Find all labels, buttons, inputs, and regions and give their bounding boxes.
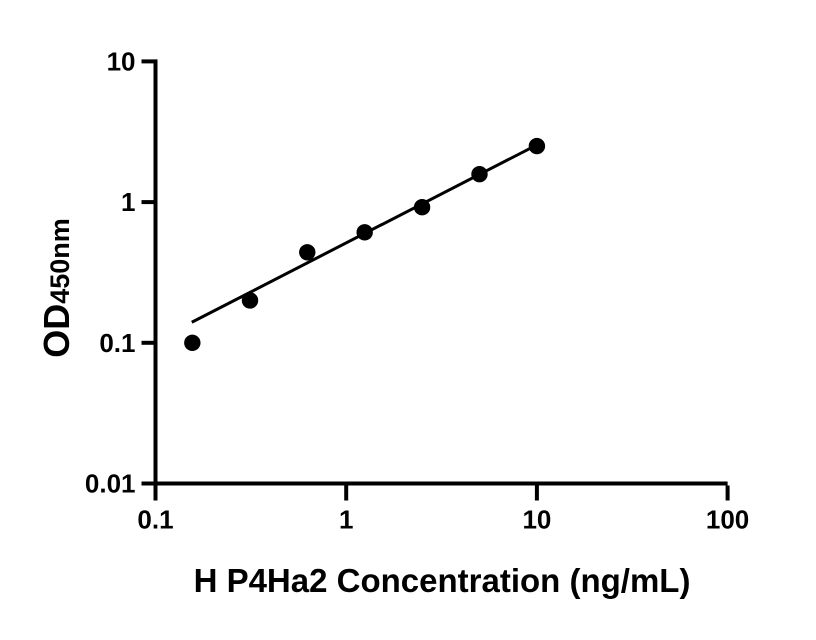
y-tick-label: 0.01: [85, 469, 136, 499]
data-point: [241, 292, 259, 309]
y-axis-title-main: OD: [36, 303, 77, 358]
x-tick-label: 1: [339, 505, 353, 535]
data-point: [471, 165, 488, 183]
y-tick-label: 1: [121, 187, 135, 217]
x-tick-label: 0.1: [137, 505, 173, 535]
x-axis-title: H P4Ha2 Concentration (ng/mL): [193, 562, 691, 599]
x-tick-label: 100: [706, 505, 749, 535]
data-point: [528, 137, 546, 155]
data-point: [184, 334, 201, 351]
data-point: [413, 198, 431, 216]
y-tick-label: 0.1: [99, 328, 135, 358]
data-point: [356, 224, 373, 241]
y-tick-label: 10: [107, 46, 136, 76]
data-point: [299, 244, 316, 261]
y-axis-title-sub: 450nm: [45, 218, 75, 304]
x-tick-label: 10: [522, 505, 551, 535]
y-axis-title: OD450nm: [36, 218, 78, 358]
